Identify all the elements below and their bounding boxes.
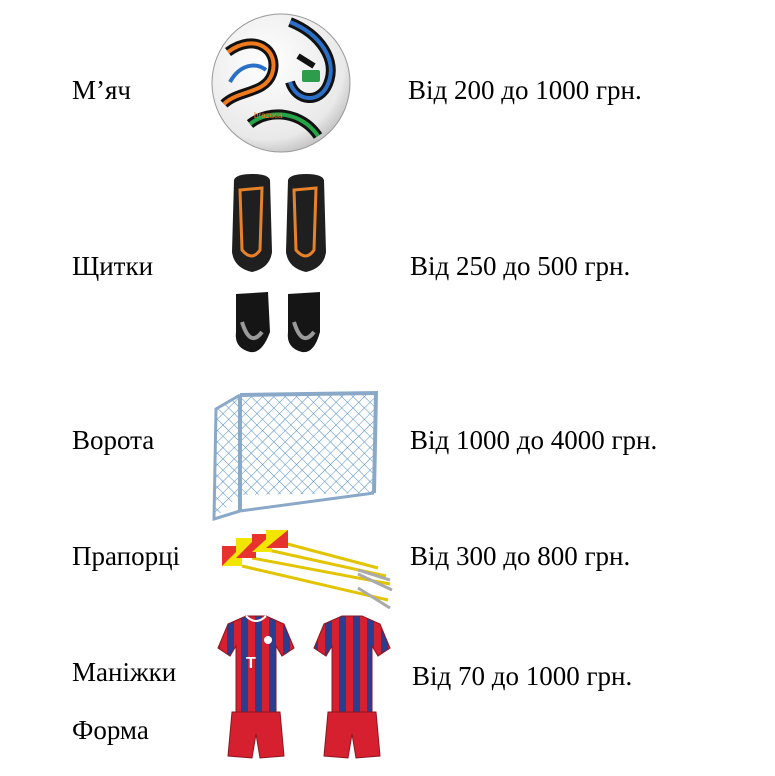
soccer-ball-icon: brazuca	[211, 13, 351, 153]
corner-flags-icon	[222, 530, 393, 610]
item-price-corner-flags: Від 300 до 800 грн.	[410, 541, 631, 571]
item-price-ball: Від 200 до 1000 грн.	[408, 75, 642, 105]
item-name-goal: Ворота	[72, 425, 155, 455]
svg-text:T: T	[246, 655, 256, 672]
item-name-ball: М’яч	[72, 75, 131, 105]
item-name-shin-guards: Щитки	[72, 251, 154, 281]
item-name-corner-flags: Прапорці	[72, 541, 181, 571]
goal-net-icon	[212, 390, 379, 522]
jersey-kit-icon: T	[217, 615, 391, 759]
item-name-bibs: Маніжки	[72, 657, 177, 687]
shin-guards-icon	[232, 174, 326, 353]
item-name-uniform: Форма	[72, 715, 149, 745]
item-price-goal: Від 1000 до 4000 грн.	[410, 425, 658, 455]
item-price-kit: Від 70 до 1000 грн.	[412, 661, 633, 691]
svg-text:brazuca: brazuca	[254, 111, 283, 120]
item-price-shin-guards: Від 250 до 500 грн.	[410, 251, 631, 281]
